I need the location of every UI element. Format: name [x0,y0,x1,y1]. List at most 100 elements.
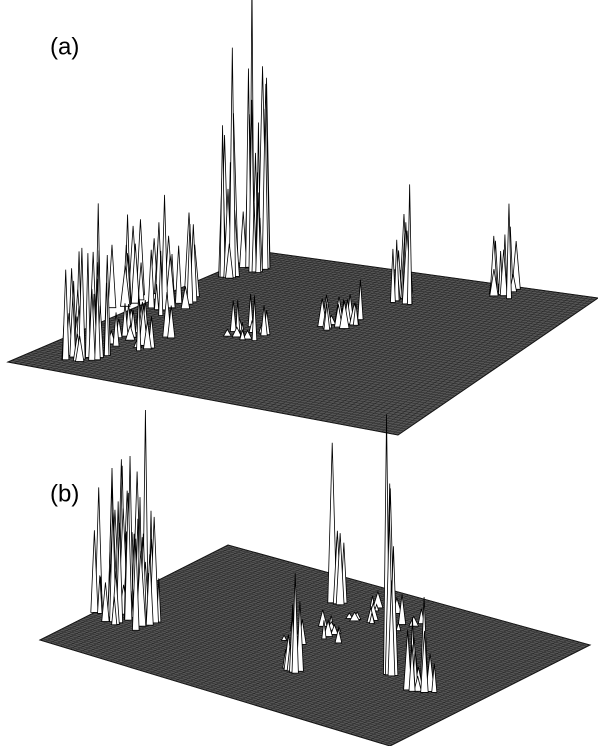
mesh-line [292,285,508,416]
mesh-line [254,606,451,706]
mesh-line [344,631,544,733]
mesh-line [392,297,594,435]
surface-peak [387,580,396,677]
mesh-line [213,273,559,326]
surface-peak [167,305,176,339]
surface-peak [90,530,99,613]
mesh-line [209,275,556,328]
mesh-line [253,280,475,409]
mesh-line [171,573,531,676]
mesh-line [389,644,591,746]
surface-peak [97,575,103,614]
surface-peak [425,653,435,692]
surface-peak [147,249,155,309]
mesh-line [336,290,546,424]
surface-peak [357,279,364,321]
surface-peak [506,203,512,300]
surface-peak [317,609,328,627]
surface-peak [333,304,343,328]
surface-peak [280,634,288,641]
mesh-line [176,570,536,673]
surface-peak [160,194,169,311]
surface-peak [323,619,333,637]
surface-peak [368,612,375,624]
mesh-line [264,251,598,299]
mesh-line [151,300,510,359]
mesh-line [257,254,593,303]
mesh-line [225,277,451,403]
mesh-line [397,297,598,436]
mesh-line [141,588,499,692]
surface-peak [132,538,140,631]
mesh-line [304,620,503,721]
surface-peak [251,295,258,342]
surface-peak [390,248,396,303]
mesh-line [139,589,496,693]
mesh-line [264,609,461,709]
surface-peak [352,302,359,326]
mesh-line [325,289,537,422]
mesh-line [250,258,587,307]
mesh-line [384,643,585,745]
surface-peak [180,286,191,310]
mesh-line [236,278,461,405]
mesh-line [191,283,541,338]
mesh-line [303,286,518,418]
surface-peak [121,303,129,337]
surface-peak [222,328,232,337]
surface-peak [85,253,91,358]
surface-peak [321,620,327,640]
mesh-line [279,613,477,713]
surface-peak [373,603,380,612]
surface-plot-a [6,0,598,436]
mesh-line [219,548,582,650]
surface-peak [431,663,438,693]
surface-peak [145,554,154,626]
surface-peak [335,533,345,606]
surface-peak [334,628,343,644]
surface-peak [397,594,407,625]
mesh-line [314,287,527,420]
surface-peak [88,288,96,361]
mesh-line [246,259,584,309]
mesh-line [182,567,542,670]
surface-peak [143,321,152,350]
surface-peak [323,304,331,331]
surface-peak [124,492,133,621]
surface-peak [130,243,140,304]
mesh-line [274,611,472,712]
mesh-line [230,278,456,404]
panel-label: (a) [50,33,79,60]
mesh-line [349,633,549,735]
mesh-line [353,292,561,427]
mesh-line [381,295,584,433]
surface-peak [395,621,402,631]
surface-peak [499,249,508,297]
mesh-line [342,291,551,425]
mesh-line [258,281,480,410]
surface-peak [239,211,248,268]
surface-peak [251,202,257,273]
mesh-line [253,256,590,305]
mesh-line [206,276,553,330]
mesh-line [319,288,532,421]
surface-peak [219,125,226,278]
surface-peak [345,612,354,619]
mesh-line [369,639,570,741]
mesh-line [143,303,504,363]
surface-peak [124,324,136,341]
mesh-line [168,574,528,677]
mesh-line [339,630,539,732]
mesh-line [379,641,580,744]
mesh-line [154,298,513,357]
surface-peak [349,611,361,622]
mesh-line [269,610,466,710]
mesh-line [227,544,591,646]
surface-peak [408,615,420,627]
surface-peak [393,239,400,302]
surface-peak [94,278,101,361]
surface-peak [239,328,246,341]
surface-peak [231,326,243,338]
mesh-line [184,566,545,669]
